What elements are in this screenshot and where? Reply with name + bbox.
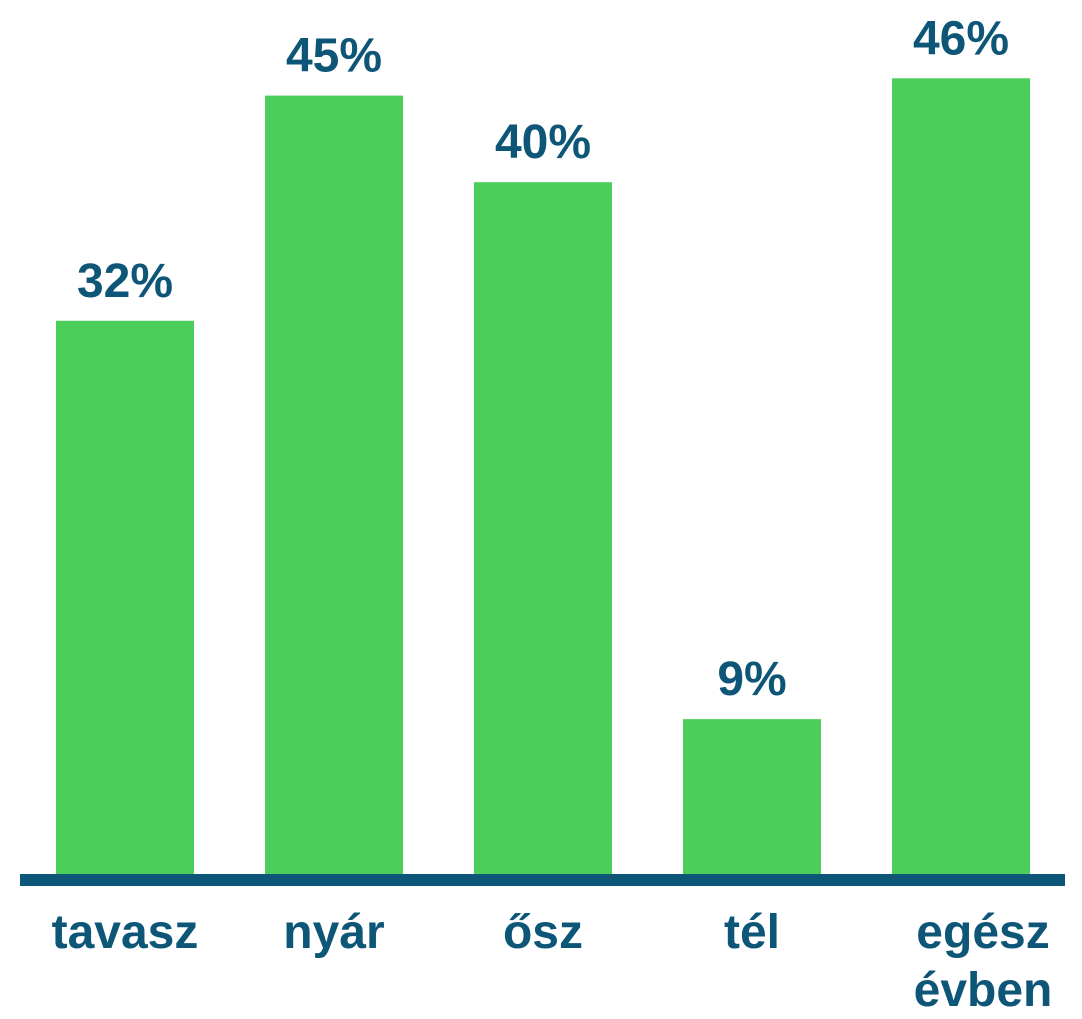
value-label: 9% — [717, 653, 786, 706]
bar — [474, 182, 612, 875]
x-axis — [20, 874, 1065, 886]
bar — [56, 320, 194, 875]
category-label: egész évben — [913, 906, 1053, 1017]
category-label: tavasz — [51, 906, 199, 959]
value-label: 46% — [913, 12, 1009, 65]
bar — [892, 78, 1030, 875]
value-label: 40% — [495, 116, 591, 169]
bar — [683, 719, 821, 875]
value-label: 32% — [77, 255, 173, 308]
category-label: ősz — [502, 906, 583, 959]
category-label: tél — [723, 906, 780, 959]
value-label: 45% — [286, 30, 382, 83]
category-label: nyár — [283, 906, 385, 959]
bar — [265, 95, 403, 876]
